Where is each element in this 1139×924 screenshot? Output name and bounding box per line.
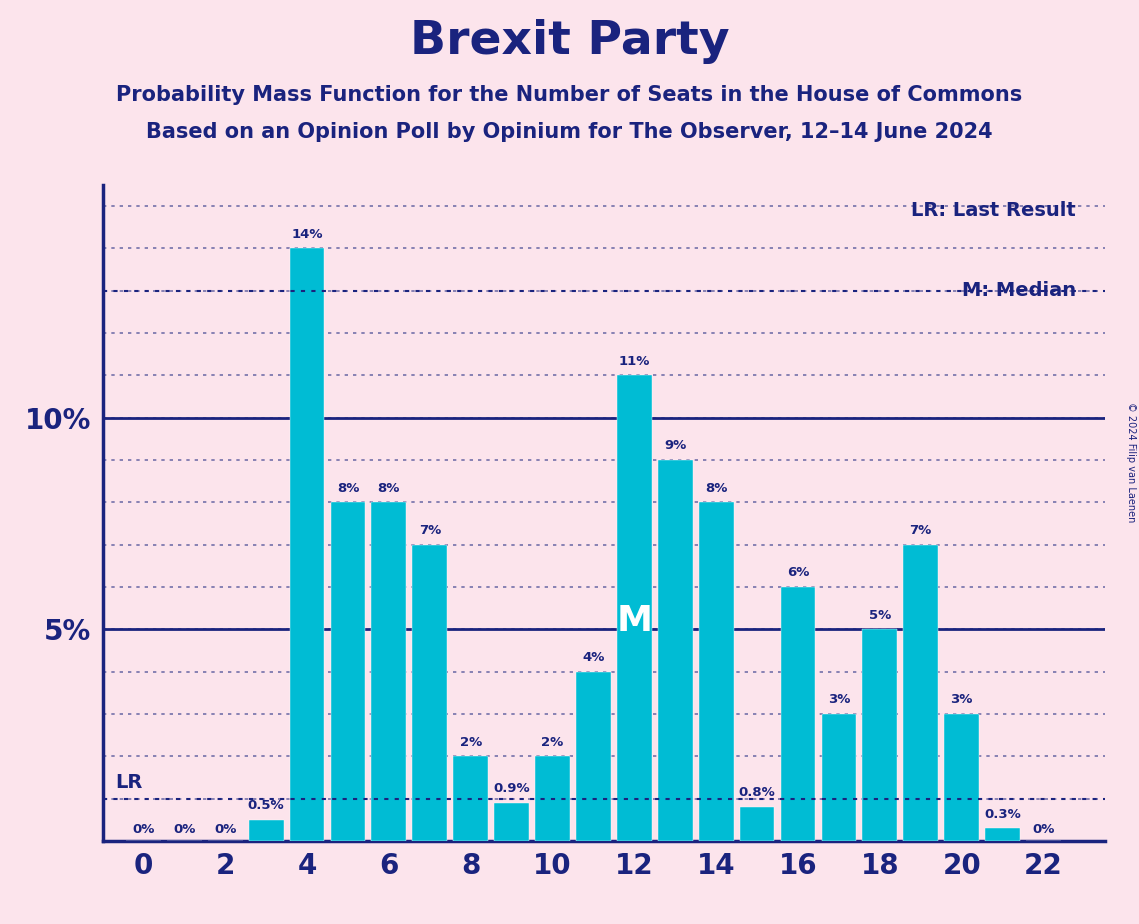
- Bar: [412, 544, 448, 841]
- Text: LR: LR: [115, 773, 142, 792]
- Text: 6%: 6%: [787, 566, 809, 579]
- Text: 7%: 7%: [910, 524, 932, 537]
- Text: 0%: 0%: [173, 822, 196, 836]
- Text: 3%: 3%: [950, 693, 973, 706]
- Bar: [576, 672, 611, 841]
- Bar: [248, 820, 284, 841]
- Bar: [453, 756, 489, 841]
- Text: 9%: 9%: [664, 439, 687, 452]
- Text: 0.9%: 0.9%: [493, 782, 530, 796]
- Bar: [780, 587, 816, 841]
- Text: Brexit Party: Brexit Party: [410, 19, 729, 64]
- Text: 14%: 14%: [292, 227, 322, 240]
- Text: Based on an Opinion Poll by Opinium for The Observer, 12–14 June 2024: Based on an Opinion Poll by Opinium for …: [146, 122, 993, 142]
- Bar: [330, 503, 366, 841]
- Bar: [658, 460, 693, 841]
- Bar: [617, 375, 652, 841]
- Text: 0.5%: 0.5%: [248, 799, 285, 812]
- Text: Probability Mass Function for the Number of Seats in the House of Commons: Probability Mass Function for the Number…: [116, 85, 1023, 105]
- Text: 4%: 4%: [582, 650, 605, 664]
- Bar: [944, 714, 980, 841]
- Bar: [289, 249, 325, 841]
- Text: 2%: 2%: [459, 736, 482, 748]
- Text: M: Median: M: Median: [962, 281, 1076, 300]
- Text: © 2024 Filip van Laenen: © 2024 Filip van Laenen: [1126, 402, 1136, 522]
- Bar: [535, 756, 570, 841]
- Text: 0.3%: 0.3%: [984, 808, 1021, 821]
- Text: 11%: 11%: [618, 355, 650, 368]
- Bar: [821, 714, 857, 841]
- Text: 0%: 0%: [214, 822, 237, 836]
- Bar: [699, 503, 734, 841]
- Text: 3%: 3%: [828, 693, 850, 706]
- Text: M: M: [616, 603, 653, 638]
- Text: 0.8%: 0.8%: [739, 786, 776, 799]
- Bar: [862, 629, 898, 841]
- Bar: [371, 503, 407, 841]
- Text: 0%: 0%: [1032, 822, 1055, 836]
- Bar: [985, 828, 1019, 841]
- Text: LR: Last Result: LR: Last Result: [911, 201, 1076, 220]
- Text: 2%: 2%: [541, 736, 564, 748]
- Bar: [903, 544, 939, 841]
- Text: 8%: 8%: [378, 481, 400, 494]
- Bar: [494, 803, 528, 841]
- Text: 0%: 0%: [132, 822, 155, 836]
- Text: 7%: 7%: [419, 524, 441, 537]
- Bar: [739, 807, 775, 841]
- Text: 5%: 5%: [869, 609, 891, 622]
- Text: 8%: 8%: [705, 481, 728, 494]
- Text: 8%: 8%: [337, 481, 359, 494]
